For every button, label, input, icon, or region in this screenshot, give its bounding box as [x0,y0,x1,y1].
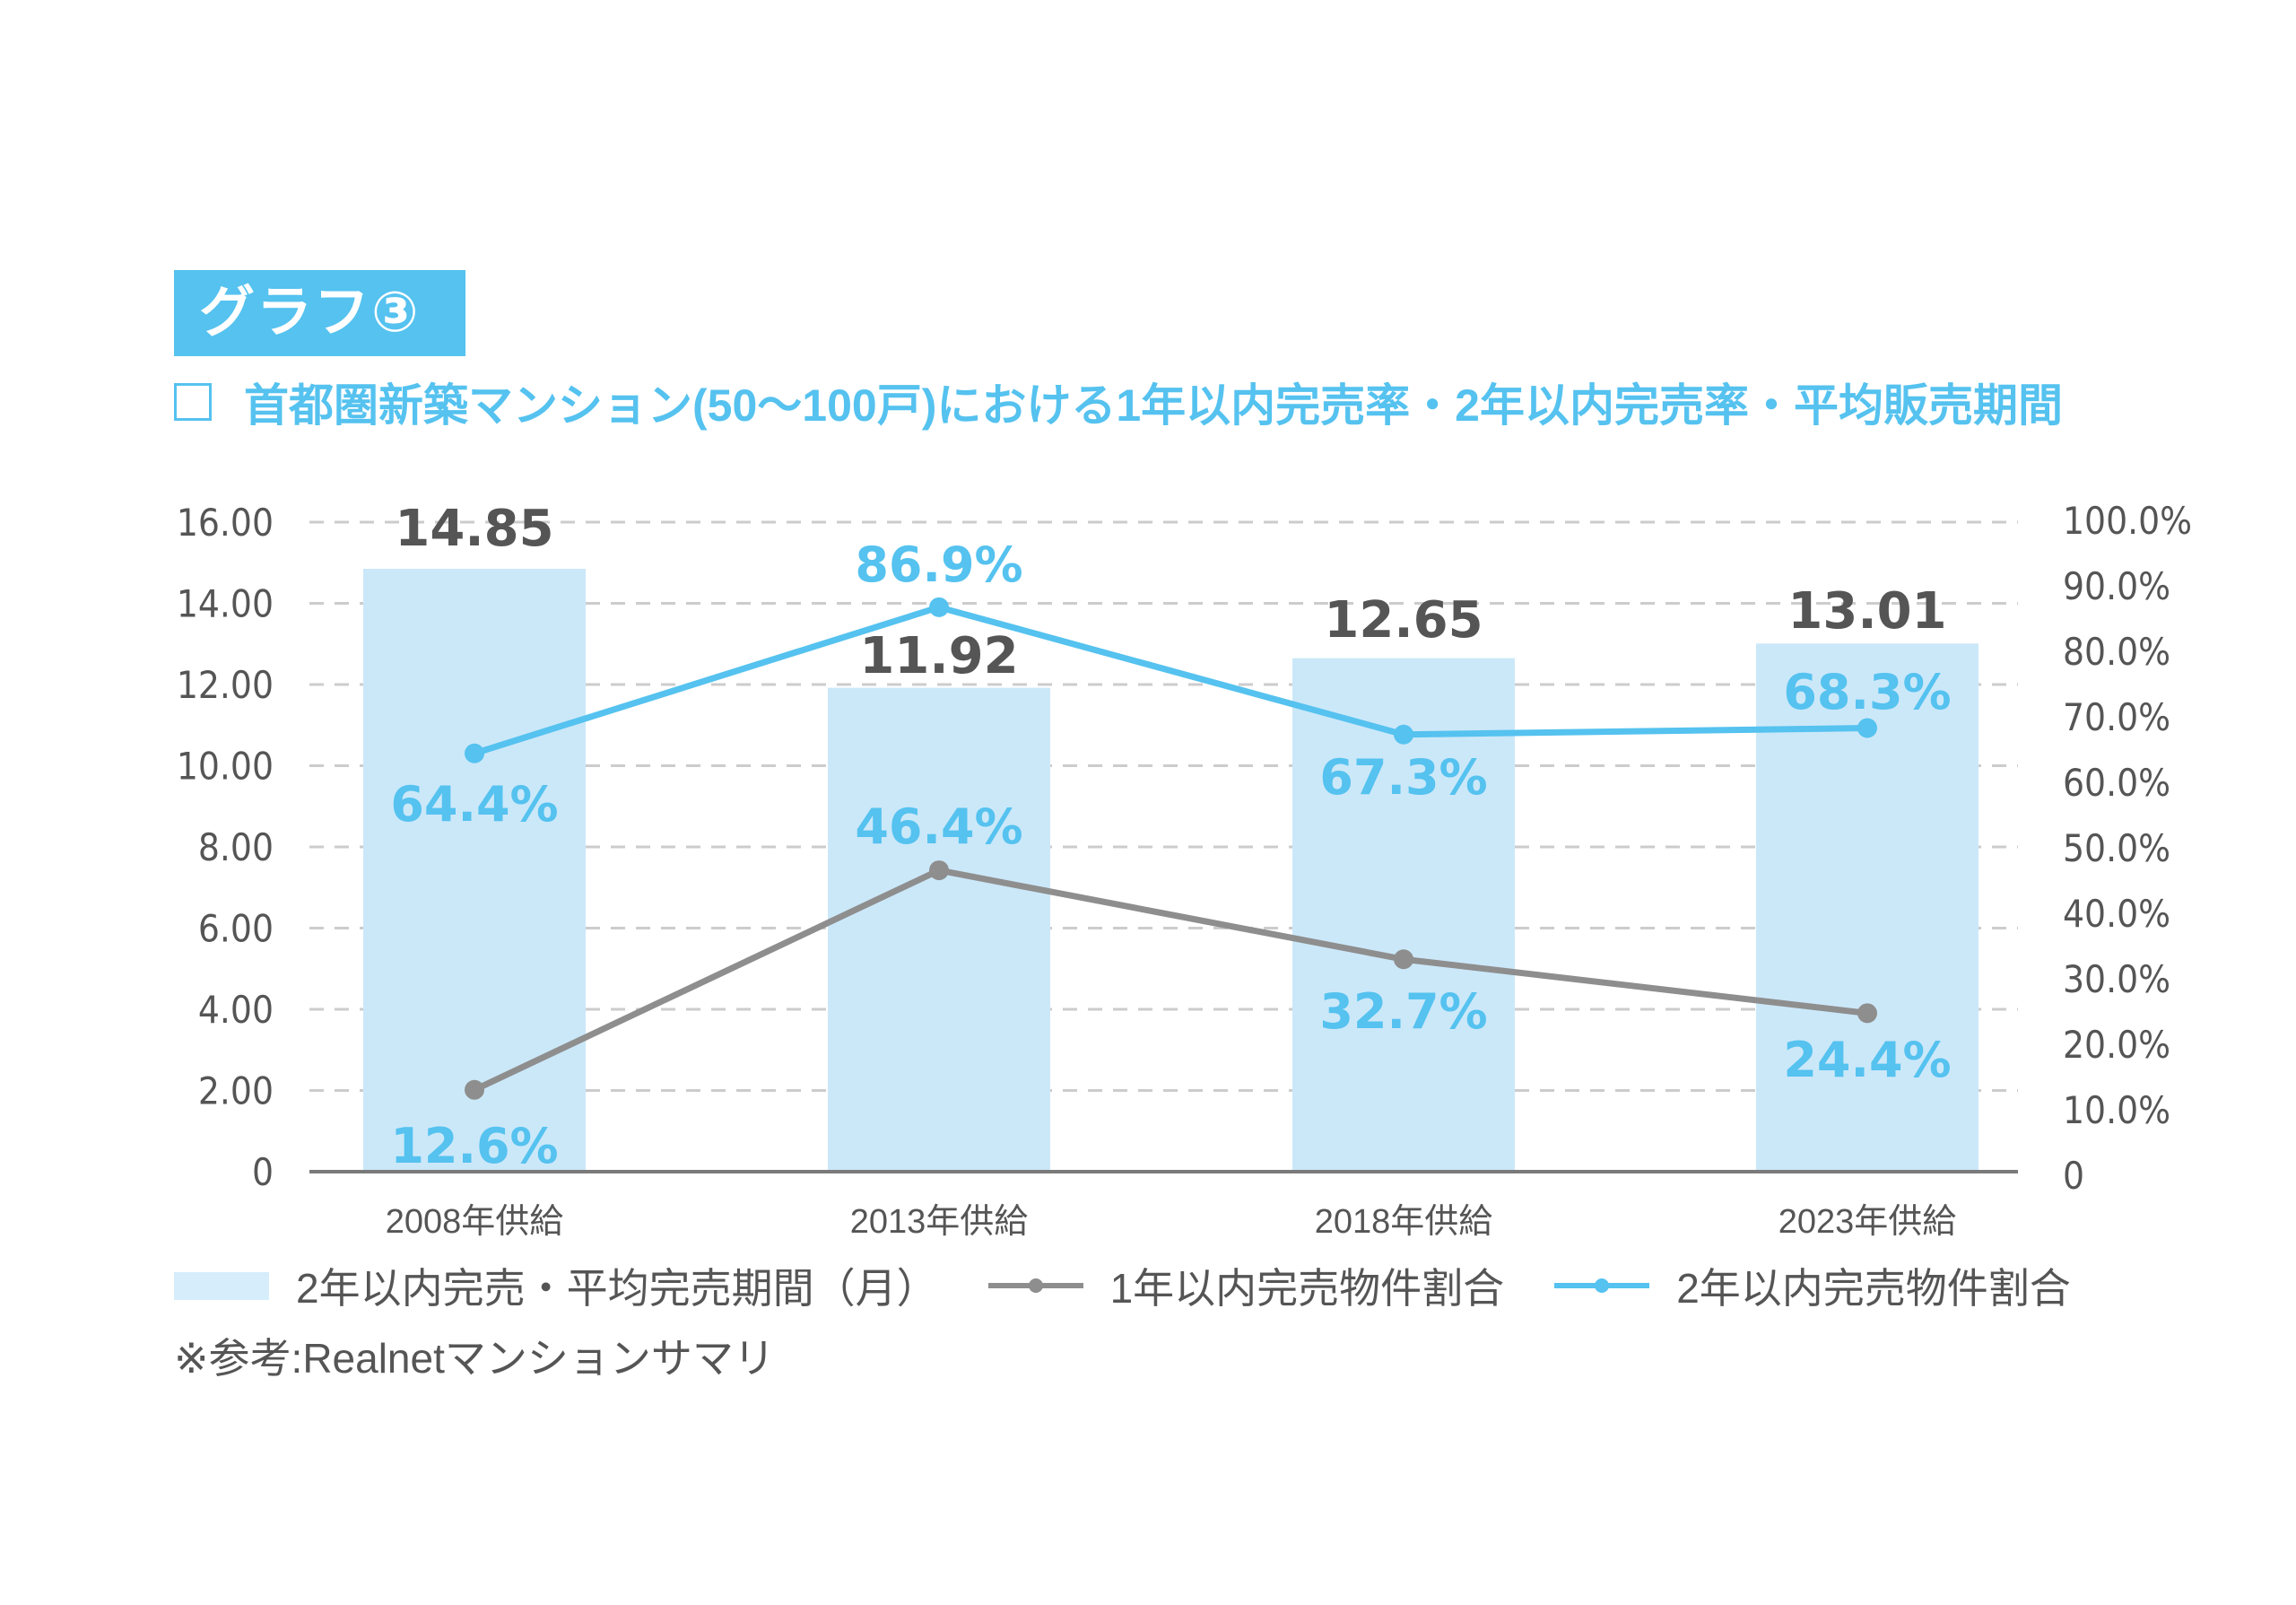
legend: 2年以内完売・平均完売期間（月） 1年以内完売物件割合 2年以内完売物件割合 [174,1260,2121,1312]
left-axis-tick-label: 8.00 [198,825,274,869]
series-2year-label: 86.9% [855,536,1022,593]
bar-value-label: 13.01 [1787,582,1946,641]
series-2year-label: 67.3% [1319,749,1487,806]
chart-badge: グラフ③ [174,270,465,356]
left-axis-tick-label: 4.00 [198,988,274,1032]
source-note: ※参考:Realnetマンションサマリ [174,1335,775,1382]
marker-1year [465,1079,484,1100]
right-axis-tick-label: 10.0% [2063,1088,2170,1132]
chart-subtitle-row: 首都圏新築マンション(50〜100戸)における1年以内完売率・2年以内完売率・平… [174,375,2063,431]
right-axis-tick-label: 80.0% [2063,630,2170,674]
checkbox-square-icon [174,383,212,421]
series-1year-label: 12.6% [390,1118,558,1174]
bar [828,687,1050,1172]
legend-gray-line-icon [987,1260,1083,1311]
legend-label: 1年以内完売物件割合 [1109,1265,1505,1312]
lines [465,597,1877,1100]
data-labels: 14.85 11.92 12.65 13.01 12.6% 46.4% 32.7% 24.4%… [390,500,1951,1174]
right-axis-tick-label: 30.0% [2063,957,2170,1001]
gridlines [309,520,2018,1092]
series-2year-label: 68.3% [1783,664,1951,720]
left-axis-tick-label: 16.00 [177,501,274,545]
left-axis-tick-label: 14.00 [177,582,274,626]
marker-1year [1857,1003,1877,1024]
legend-blue-line-icon [1554,1260,1650,1311]
legend-item-2year: 2年以内完売物件割合 [1554,1256,2071,1315]
chart-title: 首都圏新築マンション(50〜100戸)における1年以内完売率・2年以内完売率・平… [244,380,2063,431]
bar-value-label: 14.85 [395,500,553,558]
left-axis-tick-label: 6.00 [198,907,274,951]
series-line-1year [473,867,1868,1093]
bars [363,569,1979,1172]
right-y-axis: 0 10.0% 20.0% 30.0% 40.0% 50.0% 60.0% 70.0% 80.0… [2063,499,2192,1198]
legend-label: 2年以内完売・平均完売期間（月） [296,1265,938,1312]
right-axis-tick-label: 40.0% [2063,892,2170,936]
marker-2year [929,597,949,617]
right-axis-tick-label: 100.0% [2063,499,2192,543]
bar-value-label: 12.65 [1324,591,1483,650]
legend-item-1year: 1年以内完売物件割合 [987,1256,1505,1315]
legend-label: 2年以内完売物件割合 [1676,1265,2071,1312]
x-axis-category-label: 2008年供給 [386,1203,564,1241]
series-1year-label: 24.4% [1783,1032,1951,1088]
right-axis-tick-label: 20.0% [2063,1023,2170,1067]
x-axis-category-label: 2013年供給 [850,1203,1029,1241]
x-axis-category-label: 2018年供給 [1315,1203,1493,1241]
marker-1year [1394,949,1413,970]
series-2year-label: 64.4% [390,776,558,833]
x-axis-category-label: 2023年供給 [1779,1203,1957,1241]
right-axis-tick-label: 60.0% [2063,761,2170,805]
bar [363,569,586,1172]
left-y-axis: 0 2.00 4.00 6.00 8.00 10.00 12.00 14.00 16.00 [177,501,274,1194]
left-axis-tick-label: 2.00 [198,1069,274,1113]
right-axis-tick-label: 70.0% [2063,695,2170,739]
bar-value-label: 11.92 [859,627,1018,685]
right-axis-tick-label: 50.0% [2063,826,2170,870]
left-axis-tick-label: 10.00 [177,745,274,789]
marker-2year [1857,718,1877,738]
left-axis-tick-label: 0 [252,1150,274,1194]
legend-item-bars: 2年以内完売・平均完売期間（月） [174,1256,938,1315]
marker-2year [465,743,484,763]
left-axis-tick-label: 12.00 [177,663,274,707]
marker-2year [1394,724,1413,745]
series-line-2year [473,604,1868,757]
marker-1year [929,860,949,881]
right-axis-tick-label: 0 [2063,1154,2084,1198]
series-1year-label: 46.4% [855,798,1022,855]
x-axis-labels: 2008年供給 2013年供給 2018年供給 2023年供給 [386,1203,1957,1241]
legend-bar-swatch-icon [174,1271,269,1300]
series-1year-label: 32.7% [1319,983,1487,1040]
right-axis-tick-label: 90.0% [2063,564,2170,608]
